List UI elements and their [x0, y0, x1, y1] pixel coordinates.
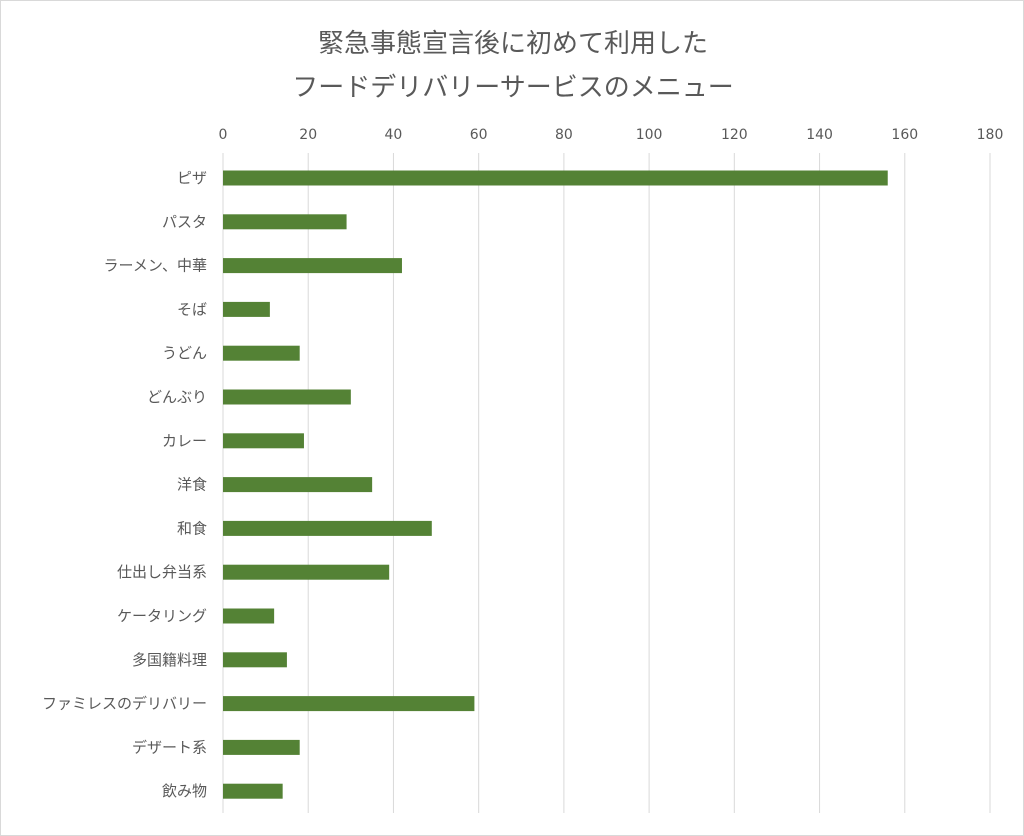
- x-tick-label: 120: [721, 127, 748, 143]
- category-label: どんぶり: [147, 388, 207, 406]
- category-label: 飲み物: [162, 782, 207, 800]
- bar: [223, 783, 283, 799]
- category-label: カレー: [162, 432, 207, 450]
- category-label: パスタ: [162, 213, 207, 231]
- x-tick-label: 80: [555, 127, 573, 143]
- category-label: ピザ: [177, 169, 207, 187]
- bar: [223, 564, 390, 580]
- category-label: そば: [177, 300, 207, 318]
- bar: [223, 739, 300, 755]
- bar: [223, 433, 304, 449]
- x-tick-label: 20: [299, 127, 317, 143]
- category-label: 多国籍料理: [132, 651, 207, 669]
- bar: [223, 608, 275, 624]
- x-tick-label: 40: [385, 127, 403, 143]
- x-tick-label: 180: [977, 127, 1004, 143]
- bar: [223, 170, 888, 186]
- chart-title-line-1: 緊急事態宣言後に初めて利用した: [317, 29, 708, 59]
- category-label: 和食: [177, 519, 207, 537]
- category-label: ファミレスのデリバリー: [42, 695, 207, 713]
- bar: [223, 301, 270, 317]
- x-tick-label: 0: [219, 127, 228, 143]
- bar: [223, 520, 432, 536]
- bar: [223, 696, 475, 712]
- bar: [223, 477, 373, 493]
- category-label: デザート系: [132, 738, 207, 756]
- bar: [223, 258, 402, 274]
- x-tick-label: 100: [636, 127, 663, 143]
- chart-title-line-2: フードデリバリーサービスのメニュー: [292, 73, 734, 103]
- category-label: うどん: [162, 344, 207, 362]
- bar: [223, 389, 351, 405]
- x-tick-label: 140: [806, 127, 833, 143]
- bar: [223, 345, 300, 361]
- category-label: ケータリング: [117, 607, 207, 625]
- bar: [223, 214, 347, 230]
- category-label: ラーメン、中華: [103, 257, 207, 275]
- category-label: 仕出し弁当系: [117, 563, 207, 581]
- x-tick-label: 60: [470, 127, 488, 143]
- category-label: 洋食: [177, 476, 207, 494]
- bar: [223, 652, 287, 668]
- x-tick-label: 160: [891, 127, 918, 143]
